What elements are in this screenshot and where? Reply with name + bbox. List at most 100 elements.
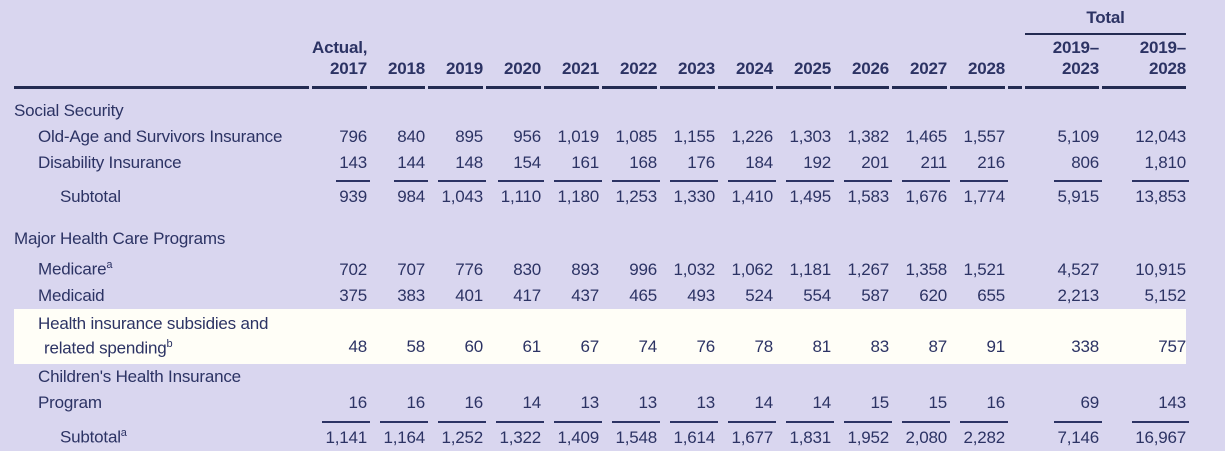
spacer (1008, 282, 1022, 283)
value-cell: 1,410 (718, 180, 776, 210)
value-cell: 154 (513, 153, 541, 172)
value-cell: 143 (1158, 393, 1186, 413)
value-cell: 1,110 (486, 180, 544, 210)
row-label: Children's Health Insurance Program (38, 367, 241, 413)
table-row: Medicaid 375 383 401 417 437 465 493 524… (14, 283, 1186, 309)
year-column-header: 2024 (718, 58, 773, 89)
row-label: Old-Age and Survivors Insurance (38, 127, 283, 146)
year-column-header: 2020 (486, 58, 541, 89)
table-header-total-row: Total (14, 8, 1186, 35)
value-cell: 465 (629, 285, 657, 305)
value-cell: 67 (580, 337, 599, 357)
value-cell: 1,810 (1144, 153, 1186, 172)
value-cell: 81 (812, 337, 831, 357)
value-cell: 1,062 (731, 259, 773, 279)
value-cell: 211 (920, 153, 947, 172)
spacer (1008, 149, 1022, 150)
value-cell: 806 (1071, 153, 1099, 172)
value-cell: 69 (1080, 393, 1099, 413)
row-label: Subtotal (60, 187, 121, 206)
header-spacer (1008, 78, 1022, 89)
row-label: Medicaid (38, 285, 105, 305)
value-cell: 1,181 (789, 259, 831, 279)
value-cell: 48 (348, 337, 367, 357)
row-label: Disability Insurance (38, 153, 182, 172)
year-column-header: 2023 (660, 58, 715, 89)
value-cell: 91 (986, 337, 1005, 357)
value-cell: 192 (803, 153, 831, 172)
value-cell: 74 (638, 337, 657, 357)
value-cell: 1,032 (673, 259, 715, 279)
spacer (1008, 357, 1022, 358)
value-cell: 1,774 (950, 180, 1008, 210)
value-cell: 830 (513, 259, 541, 279)
value-cell: 15 (928, 393, 947, 413)
value-cell: 1,495 (776, 180, 834, 210)
value-cell: 1,382 (847, 127, 889, 146)
value-cell: 13 (696, 393, 715, 413)
value-cell: 1,952 (834, 420, 892, 451)
footnote-marker: b (166, 337, 173, 350)
value-cell: 1,267 (847, 259, 889, 279)
value-cell: 338 (1071, 337, 1099, 357)
value-cell: 176 (687, 153, 715, 172)
year-column-header: Actual, 2017 (312, 37, 367, 89)
footnote-marker: a (106, 259, 113, 271)
value-cell: 1,358 (905, 259, 947, 279)
subtotal-row: Subtotala 1,141 1,164 1,252 1,322 1,409 … (14, 420, 1189, 451)
value-cell: 16 (986, 393, 1005, 413)
value-cell: 58 (406, 337, 425, 357)
value-cell: 707 (397, 259, 425, 279)
table-row: Children's Health Insurance Program 16 1… (14, 364, 1186, 416)
value-cell: 184 (745, 153, 773, 172)
value-cell: 1,043 (428, 180, 486, 210)
year-column-header: 2022 (602, 58, 657, 89)
value-cell: 1,303 (789, 127, 831, 146)
value-cell: 1,322 (486, 420, 544, 451)
table-header-years-row: Actual, 2017 2018 2019 2020 2021 2022 20… (14, 37, 1186, 89)
spacer (1008, 415, 1022, 416)
value-cell: 1,676 (892, 180, 950, 210)
value-cell: 840 (397, 127, 425, 146)
value-cell: 1,557 (963, 127, 1005, 146)
range-column-header: 2019– 2028 (1102, 37, 1186, 89)
year-column-header: 2027 (892, 58, 947, 89)
value-cell: 12,043 (1135, 127, 1186, 146)
value-cell: 796 (339, 127, 367, 146)
spacer (1008, 209, 1022, 210)
value-cell: 78 (754, 337, 773, 357)
value-cell: 939 (312, 180, 370, 210)
value-cell: 1,831 (776, 420, 834, 451)
value-cell: 1,226 (731, 127, 773, 146)
value-cell: 996 (629, 259, 657, 279)
year-column-header: 2021 (544, 58, 599, 89)
value-cell: 702 (339, 259, 367, 279)
value-cell: 417 (513, 285, 541, 305)
value-cell: 1,164 (370, 420, 428, 451)
footnote-marker: a (120, 427, 127, 440)
value-cell: 15 (870, 393, 889, 413)
actual-label: Actual, (312, 38, 368, 57)
section-gap (14, 210, 1186, 226)
row-label: Subtotala (60, 427, 127, 447)
value-cell: 61 (522, 337, 541, 357)
year-column-header: 2026 (834, 58, 889, 89)
value-cell: 10,915 (1135, 259, 1186, 279)
value-cell: 895 (455, 127, 483, 146)
value-cell: 1,019 (557, 127, 599, 146)
value-cell: 143 (339, 153, 367, 172)
value-cell: 1,141 (312, 420, 370, 451)
value-cell: 1,614 (660, 420, 718, 451)
total-column-group-header: Total (1025, 8, 1186, 35)
value-cell: 14 (522, 393, 541, 413)
value-cell: 1,677 (718, 420, 776, 451)
year-column-header: 2028 (950, 58, 1005, 89)
value-cell: 161 (571, 153, 599, 172)
value-cell: 201 (861, 153, 889, 172)
value-cell: 83 (870, 337, 889, 357)
value-cell: 375 (339, 285, 367, 305)
value-cell: 383 (397, 285, 425, 305)
value-cell: 13,853 (1102, 180, 1189, 210)
table-row: Old-Age and Survivors Insurance 796 840 … (14, 124, 1186, 150)
value-cell: 76 (696, 337, 715, 357)
